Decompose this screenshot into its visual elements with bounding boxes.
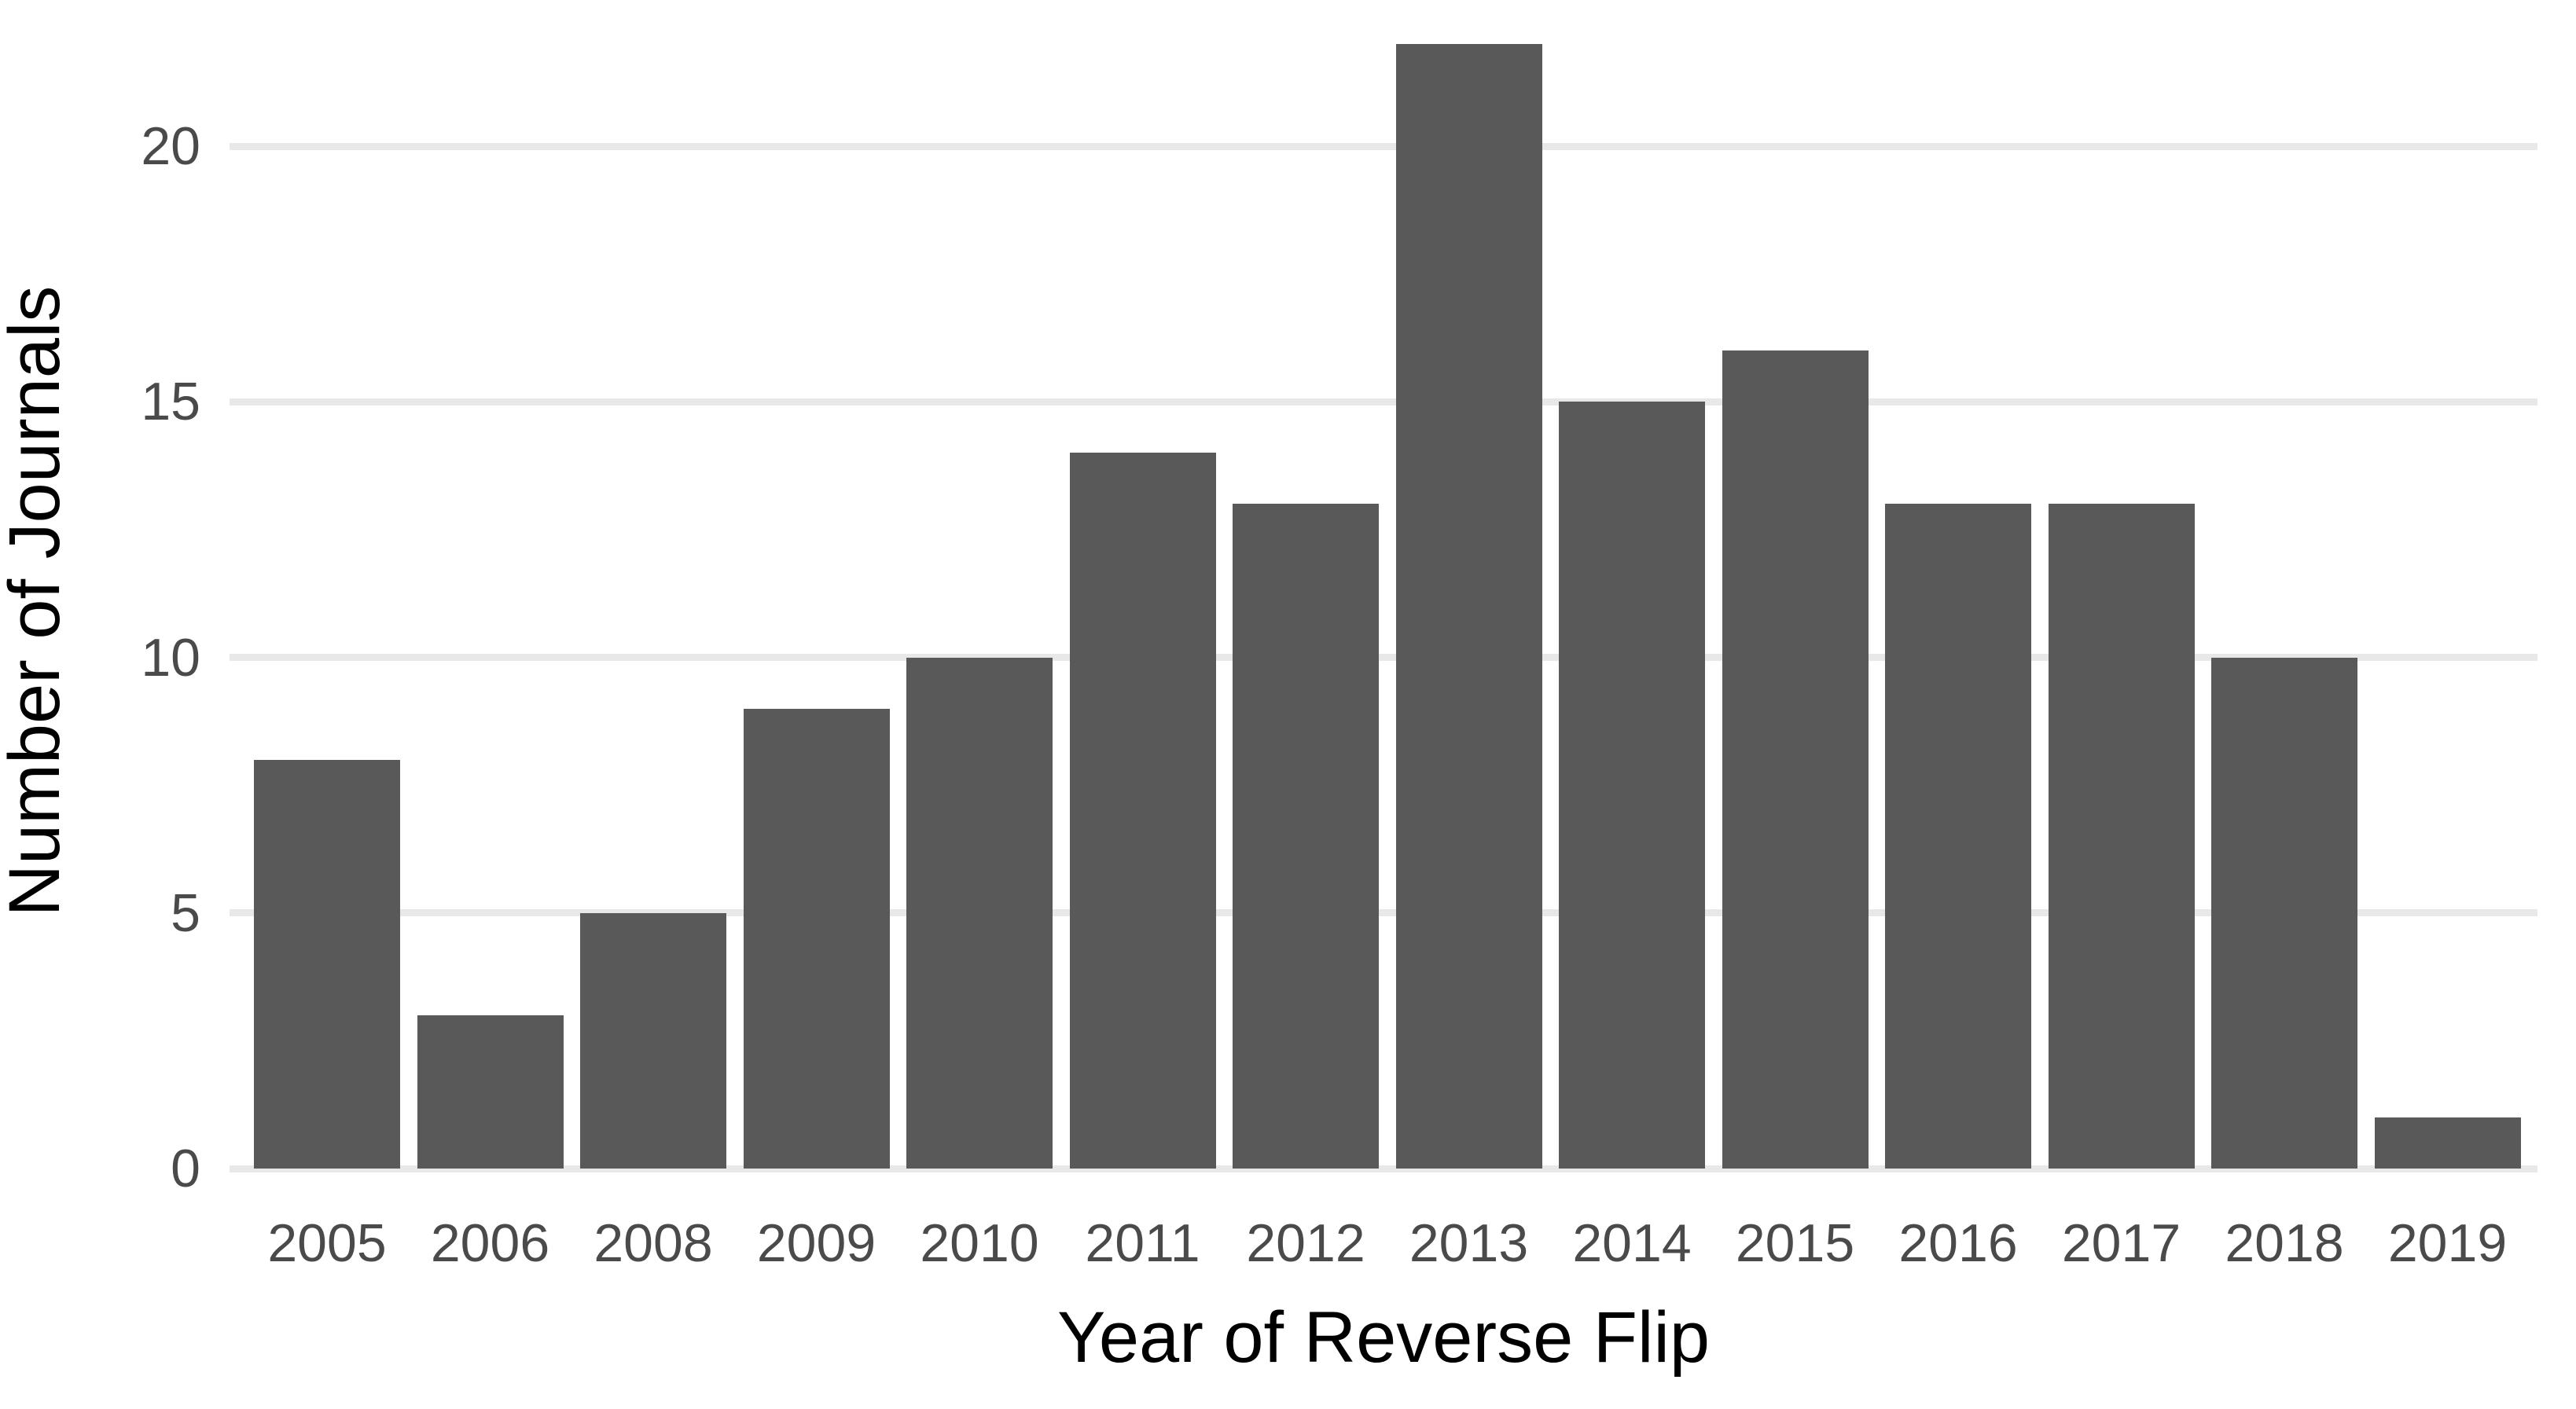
bar-2013 xyxy=(1395,43,1542,1169)
x-tick-label-2016: 2016 xyxy=(1898,1213,2018,1273)
x-tick-label-2009: 2009 xyxy=(756,1213,876,1273)
bar-2014 xyxy=(1559,402,1705,1169)
gridline-y-10 xyxy=(230,654,2537,661)
plot-panel xyxy=(230,0,2537,1172)
y-tick-label-0: 0 xyxy=(171,1139,200,1198)
bar-2019 xyxy=(2374,1117,2521,1169)
y-tick-label-10: 10 xyxy=(141,627,200,688)
bar-2018 xyxy=(2211,657,2357,1169)
bar-2011 xyxy=(1069,453,1216,1169)
gridline-y-20 xyxy=(230,142,2537,150)
bar-2015 xyxy=(1722,350,1869,1169)
x-tick-label-2008: 2008 xyxy=(593,1213,713,1273)
bar-2012 xyxy=(1233,504,1379,1169)
x-tick-label-2013: 2013 xyxy=(1409,1213,1529,1273)
gridline-y-0 xyxy=(230,1165,2537,1172)
x-axis-title: Year of Reverse Flip xyxy=(1056,1297,1711,1378)
x-tick-label-2006: 2006 xyxy=(430,1213,550,1273)
bar-2008 xyxy=(580,912,726,1169)
bar-2017 xyxy=(2048,504,2195,1169)
x-tick-label-2019: 2019 xyxy=(2387,1213,2508,1273)
gridline-y-5 xyxy=(230,909,2537,917)
bar-2016 xyxy=(1885,504,2031,1169)
bar-2005 xyxy=(254,759,400,1169)
bar-2010 xyxy=(906,657,1053,1169)
bar-2009 xyxy=(743,708,890,1169)
y-tick-label-5: 5 xyxy=(171,882,200,943)
x-tick-label-2012: 2012 xyxy=(1246,1213,1365,1273)
y-tick-label-20: 20 xyxy=(141,116,200,176)
x-tick-label-2011: 2011 xyxy=(1085,1213,1200,1273)
x-tick-label-2014: 2014 xyxy=(1572,1213,1692,1273)
x-tick-label-2018: 2018 xyxy=(2225,1213,2344,1273)
gridline-y-15 xyxy=(230,398,2537,405)
x-tick-label-2017: 2017 xyxy=(2061,1213,2181,1273)
x-tick-label-2010: 2010 xyxy=(920,1213,1039,1273)
x-tick-label-2005: 2005 xyxy=(267,1213,387,1273)
bar-2006 xyxy=(417,1015,564,1169)
x-tick-label-2015: 2015 xyxy=(1735,1213,1855,1273)
y-tick-label-15: 15 xyxy=(141,372,200,432)
y-axis-title: Number of Journals xyxy=(0,285,75,917)
